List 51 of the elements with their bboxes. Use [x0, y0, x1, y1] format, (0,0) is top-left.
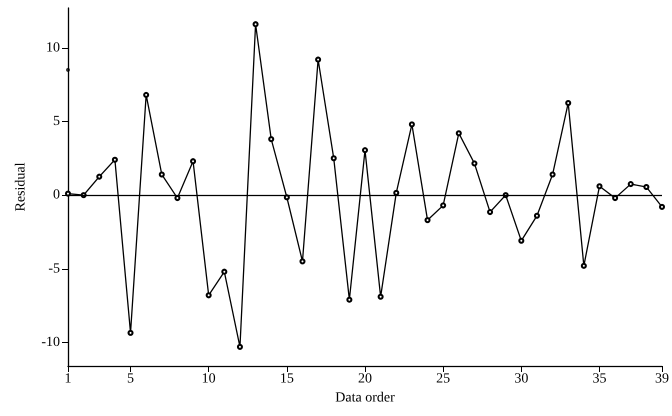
point	[643, 184, 650, 190]
point	[158, 171, 165, 178]
point	[284, 194, 290, 200]
point	[471, 160, 478, 166]
y-tick-label: -5	[48, 261, 60, 276]
point	[65, 190, 71, 197]
point	[128, 330, 134, 336]
point	[362, 147, 368, 154]
x-tick-label: 25	[436, 372, 450, 386]
point	[659, 204, 665, 210]
point	[236, 344, 243, 350]
point	[487, 209, 494, 216]
point	[112, 156, 118, 163]
x-tick-label: 1	[64, 372, 72, 386]
x-tick-label: 20	[358, 372, 372, 386]
x-tick-label: 5	[127, 372, 134, 386]
point	[565, 100, 572, 106]
y-tick-label: 0	[53, 188, 60, 203]
x-axis-title: Data order	[335, 390, 396, 406]
point	[299, 258, 306, 264]
point	[378, 294, 384, 300]
point	[190, 158, 196, 164]
x-tick-label: 10	[202, 372, 216, 386]
point	[346, 296, 352, 303]
point	[628, 181, 634, 188]
point	[330, 155, 337, 162]
point	[550, 171, 556, 178]
point	[440, 202, 446, 208]
point	[96, 174, 102, 180]
x-tick-label: 39	[655, 372, 669, 386]
point	[143, 92, 150, 98]
x-tick-label: 30	[514, 372, 528, 386]
point	[456, 130, 462, 136]
x-tick-label: 15	[280, 372, 294, 386]
point	[268, 136, 274, 142]
point	[596, 183, 602, 190]
x-tick-label: 35	[592, 372, 606, 386]
point	[424, 217, 431, 224]
y-tick-label: 5	[53, 114, 60, 129]
point	[315, 56, 322, 63]
point	[221, 268, 228, 275]
y-axis-title: Residual	[14, 162, 28, 212]
point	[534, 212, 540, 219]
point	[206, 292, 212, 298]
point	[408, 121, 415, 128]
point	[580, 262, 587, 269]
point	[66, 68, 70, 72]
point	[518, 238, 524, 244]
point	[252, 21, 259, 28]
y-tick-label: 10	[46, 40, 60, 56]
y-tick-label: -10	[41, 334, 60, 350]
